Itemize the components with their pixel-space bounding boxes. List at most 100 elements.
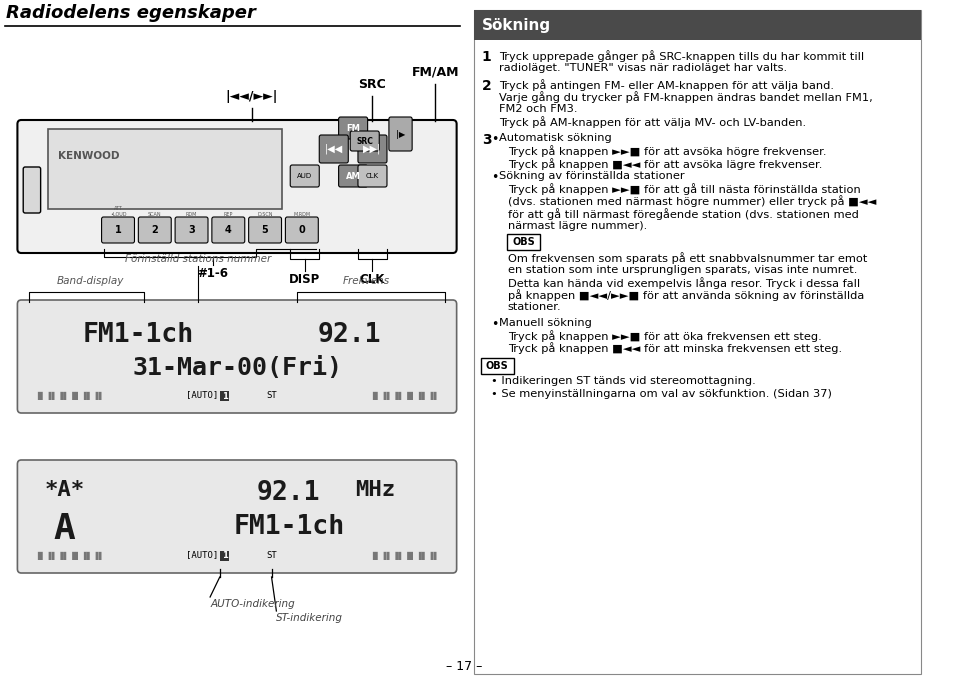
Text: ST-indikering: ST-indikering: [276, 613, 344, 623]
Text: •: •: [492, 133, 499, 146]
Text: ▐▌▐▌▐▌▐▌▐▌▐▌: ▐▌▐▌▐▌▐▌▐▌▐▌: [370, 551, 440, 559]
Text: ST: ST: [266, 391, 276, 400]
Text: ▶▶|: ▶▶|: [363, 144, 381, 154]
Text: för att gå till närmast föregående station (dvs. stationen med: för att gå till närmast föregående stati…: [508, 208, 859, 220]
Text: Sökning av förinställda stationer: Sökning av förinställda stationer: [499, 170, 684, 181]
FancyBboxPatch shape: [389, 117, 412, 151]
Text: ATT
•LOUD: ATT •LOUD: [109, 206, 127, 217]
Text: AM: AM: [346, 172, 361, 181]
Text: [AUTO]: [AUTO]: [186, 391, 219, 400]
FancyBboxPatch shape: [23, 167, 40, 213]
FancyBboxPatch shape: [474, 10, 921, 674]
FancyBboxPatch shape: [474, 10, 921, 40]
FancyBboxPatch shape: [175, 217, 208, 243]
FancyBboxPatch shape: [48, 129, 282, 209]
FancyBboxPatch shape: [220, 551, 229, 561]
FancyBboxPatch shape: [481, 358, 514, 374]
FancyBboxPatch shape: [17, 460, 457, 573]
Text: Radiodelens egenskaper: Radiodelens egenskaper: [6, 4, 255, 22]
FancyBboxPatch shape: [102, 217, 134, 243]
Text: närmast lägre nummer).: närmast lägre nummer).: [508, 220, 647, 231]
Text: AUD: AUD: [298, 173, 312, 179]
FancyBboxPatch shape: [249, 217, 281, 243]
Text: REP: REP: [224, 212, 233, 217]
Text: 1: 1: [114, 225, 121, 235]
Text: Frekvens: Frekvens: [343, 276, 390, 286]
Text: Band-display: Band-display: [57, 276, 124, 286]
Text: ▐▌▐▌▐▌▐▌▐▌▐▌: ▐▌▐▌▐▌▐▌▐▌▐▌: [35, 551, 105, 559]
Text: – 17 –: – 17 –: [446, 661, 483, 674]
FancyBboxPatch shape: [17, 120, 457, 253]
Text: OBS: OBS: [512, 237, 535, 247]
Text: Detta kan hända vid exempelvis långa resor. Tryck i dessa fall: Detta kan hända vid exempelvis långa res…: [508, 277, 860, 289]
Text: SRC: SRC: [356, 136, 373, 145]
Text: 92.1: 92.1: [318, 322, 381, 348]
Text: 1: 1: [222, 551, 228, 560]
Text: Sökning: Sökning: [482, 17, 551, 32]
FancyBboxPatch shape: [138, 217, 171, 243]
Text: ▐▌▐▌▐▌▐▌▐▌▐▌: ▐▌▐▌▐▌▐▌▐▌▐▌: [35, 391, 105, 400]
Text: SRC: SRC: [359, 77, 386, 90]
FancyBboxPatch shape: [507, 234, 540, 250]
Text: 2: 2: [152, 225, 158, 235]
Text: ▐▌▐▌▐▌▐▌▐▌▐▌: ▐▌▐▌▐▌▐▌▐▌▐▌: [370, 391, 440, 400]
FancyBboxPatch shape: [350, 131, 379, 151]
Text: • Se menyinställningarna om val av sökfunktion. (Sidan 37): • Se menyinställningarna om val av sökfu…: [492, 389, 832, 398]
Text: CLK: CLK: [366, 173, 379, 179]
Text: Om frekvensen som sparats på ett snabbvalsnummer tar emot: Om frekvensen som sparats på ett snabbva…: [508, 252, 867, 264]
Text: FM1-1ch: FM1-1ch: [233, 514, 345, 540]
Text: M.RDM: M.RDM: [294, 212, 310, 217]
Text: Tryck på knappen ■◄◄ för att minska frekvensen ett steg.: Tryck på knappen ■◄◄ för att minska frek…: [508, 342, 842, 354]
FancyBboxPatch shape: [320, 135, 348, 163]
Text: KENWOOD: KENWOOD: [58, 152, 120, 161]
Text: 31-Mar-00(Fri): 31-Mar-00(Fri): [132, 356, 342, 380]
Text: •: •: [492, 170, 499, 183]
Text: [AUTO]: [AUTO]: [186, 551, 219, 559]
Text: • Indikeringen ST tänds vid stereomottagning.: • Indikeringen ST tänds vid stereomottag…: [492, 376, 756, 386]
FancyBboxPatch shape: [285, 217, 319, 243]
Text: 2: 2: [482, 79, 492, 93]
Text: |◄◄/►►|: |◄◄/►►|: [226, 90, 277, 103]
Text: DISP: DISP: [289, 273, 321, 286]
Text: en station som inte ursprungligen sparats, visas inte numret.: en station som inte ursprungligen sparat…: [508, 265, 857, 274]
FancyBboxPatch shape: [339, 165, 368, 187]
Text: stationer.: stationer.: [508, 302, 562, 312]
Text: 92.1: 92.1: [257, 480, 321, 506]
Text: Tryck på knappen ►►■ för att öka frekvensen ett steg.: Tryck på knappen ►►■ för att öka frekven…: [508, 330, 822, 342]
Text: Tryck på AM-knappen för att välja MV- och LV-banden.: Tryck på AM-knappen för att välja MV- oc…: [499, 116, 806, 128]
Text: Tryck på knappen ■◄◄ för att avsöka lägre frekvenser.: Tryck på knappen ■◄◄ för att avsöka lägr…: [508, 158, 823, 170]
Text: |▶: |▶: [396, 130, 405, 138]
Text: ST: ST: [266, 551, 276, 559]
Text: Manuell sökning: Manuell sökning: [499, 318, 592, 327]
Text: Tryck på knappen ►►■ för att avsöka högre frekvenser.: Tryck på knappen ►►■ för att avsöka högr…: [508, 145, 827, 157]
Text: SCAN: SCAN: [148, 212, 161, 217]
FancyBboxPatch shape: [17, 300, 457, 413]
Text: •: •: [492, 318, 499, 331]
Text: FM2 och FM3.: FM2 och FM3.: [499, 104, 578, 114]
Text: Varje gång du trycker på FM-knappen ändras bandet mellan FM1,: Varje gång du trycker på FM-knappen ändr…: [499, 92, 873, 103]
Text: FM1-1ch: FM1-1ch: [83, 322, 193, 348]
Text: RDM: RDM: [186, 212, 197, 217]
Text: Förinställd stations nummer: Förinställd stations nummer: [125, 254, 272, 264]
Text: D.SCN: D.SCN: [257, 212, 273, 217]
Text: Tryck på knappen ►►■ för att gå till nästa förinställda station: Tryck på knappen ►►■ för att gå till näs…: [508, 183, 861, 195]
Text: 3: 3: [188, 225, 195, 235]
Text: MHz: MHz: [355, 480, 396, 500]
FancyBboxPatch shape: [358, 135, 387, 163]
FancyBboxPatch shape: [358, 165, 387, 187]
Text: FM/AM: FM/AM: [412, 65, 459, 79]
Text: FM: FM: [347, 123, 360, 132]
Text: Tryck på antingen FM- eller AM-knappen för att välja band.: Tryck på antingen FM- eller AM-knappen f…: [499, 79, 834, 91]
Text: radioläget. "TUNER" visas när radioläget har valts.: radioläget. "TUNER" visas när radioläget…: [499, 63, 787, 72]
Text: 5: 5: [262, 225, 269, 235]
Text: OBS: OBS: [486, 361, 509, 371]
FancyBboxPatch shape: [290, 165, 320, 187]
Text: 4: 4: [225, 225, 231, 235]
Text: 1: 1: [482, 50, 492, 64]
Text: 0: 0: [299, 225, 305, 235]
Text: (dvs. stationen med närmast högre nummer) eller tryck på ■◄◄: (dvs. stationen med närmast högre nummer…: [508, 196, 876, 207]
Text: 3: 3: [482, 133, 492, 147]
Text: *A*: *A*: [44, 480, 84, 500]
Text: A: A: [54, 512, 75, 546]
Text: AUTO-indikering: AUTO-indikering: [210, 599, 295, 609]
